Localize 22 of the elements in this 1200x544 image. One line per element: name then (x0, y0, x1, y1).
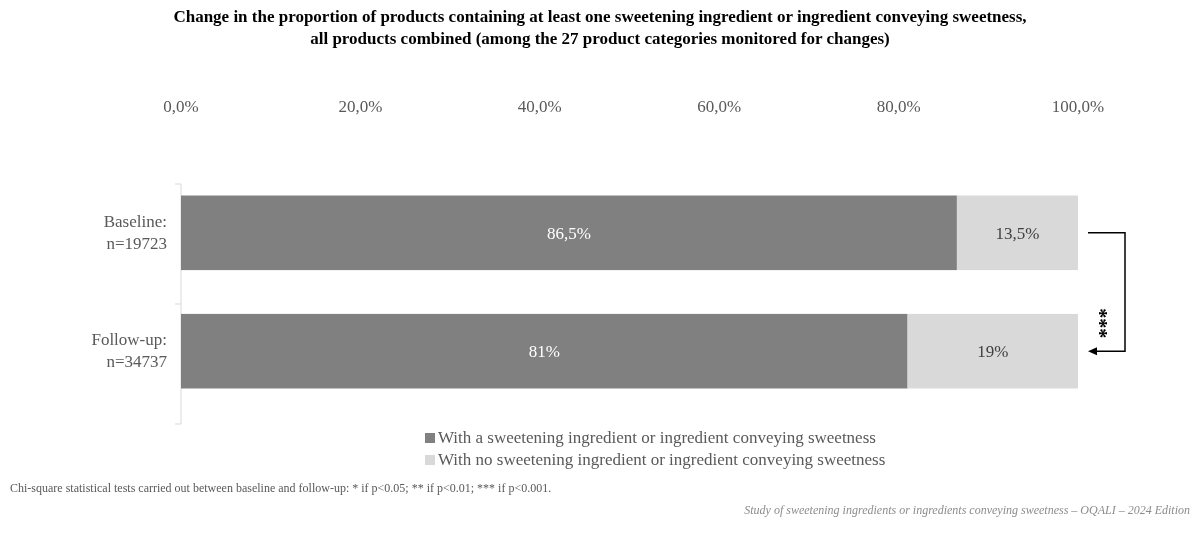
text: Chi-square statistical tests carried out between baseline and follow-up: * if p<0.05; ** if p<0.01; *** if p<0.001. (10, 481, 552, 495)
bar (181, 313, 908, 389)
text: *** (1095, 308, 1117, 339)
data-label: 19% (977, 342, 1009, 362)
data-label: 86,5% (546, 223, 591, 243)
bar (956, 195, 1078, 271)
bar (181, 195, 957, 271)
bar (907, 313, 1078, 389)
x-tick-label: 100,0% (1051, 97, 1105, 116)
data-label: 13,5% (995, 223, 1040, 243)
y-tick-label: Follow-up: n=34737 (91, 330, 168, 372)
text: Study of sweetening ingredients or ingredients conveying sweetness – OQALI – 2024 Edition (744, 503, 1190, 517)
x-tick-label: 80,0% (876, 97, 921, 116)
chart-title: Change in the proportion of products containing at least one sweetening ingredient or ingredient conveying sweetness, all products combined (among the 27 product categories monitored for changes) (173, 7, 1027, 48)
data-label: 81% (528, 342, 560, 362)
x-tick-label: 40,0% (517, 97, 562, 116)
legend-label: With a sweetening ingredient or ingredient conveying sweetness (438, 428, 876, 447)
y-tick-label: Baseline: n=19723 (103, 211, 167, 253)
x-tick-label: 0,0% (163, 97, 199, 116)
legend-label: With no sweetening ingredient or ingredient conveying sweetness (438, 450, 886, 469)
x-tick-label: 60,0% (697, 97, 742, 116)
x-tick-label: 20,0% (338, 97, 383, 116)
